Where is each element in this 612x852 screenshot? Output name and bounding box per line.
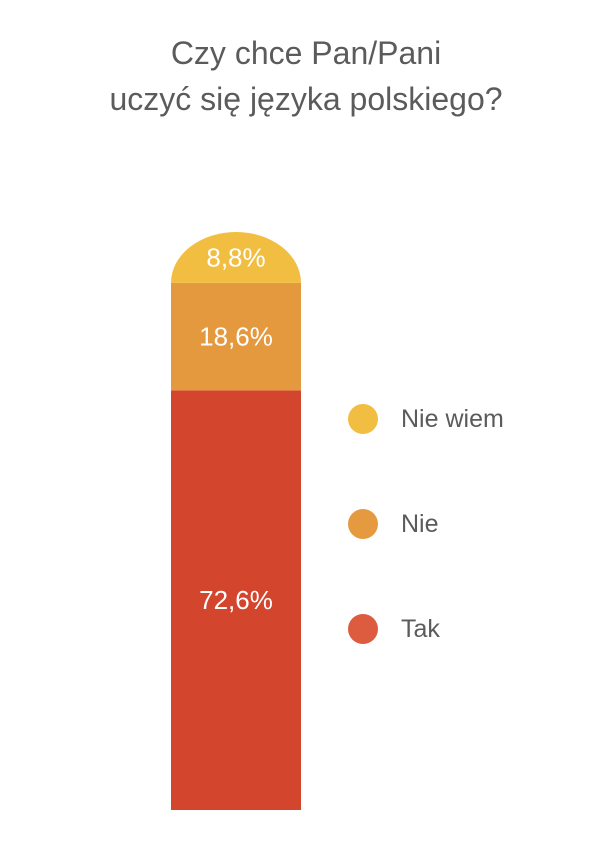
data-label-nie-wiem: 8,8% (206, 242, 265, 272)
legend-label-tak: Tak (401, 615, 440, 643)
bar-segment-nie-wiem (171, 232, 301, 283)
data-label-tak: 72,6% (199, 585, 273, 615)
legend-marker-tak (348, 614, 378, 644)
bar-segment-tak (171, 390, 301, 810)
stacked-bar: 72,6% 18,6% 8,8% (171, 232, 301, 810)
legend: Nie wiem Nie Tak (348, 404, 504, 644)
bar-segment-nie (171, 282, 301, 391)
chart-title-line-2: uczyć się języka polskiego? (109, 81, 503, 117)
legend-label-nie-wiem: Nie wiem (401, 405, 504, 433)
data-label-nie: 18,6% (199, 322, 273, 352)
legend-marker-nie-wiem (348, 404, 378, 434)
legend-marker-nie (348, 509, 378, 539)
chart-title-line-1: Czy chce Pan/Pani (170, 35, 442, 71)
legend-label-nie: Nie (401, 510, 439, 538)
chart-title: Czy chce Pan/Pani uczyć się języka polsk… (0, 30, 612, 122)
